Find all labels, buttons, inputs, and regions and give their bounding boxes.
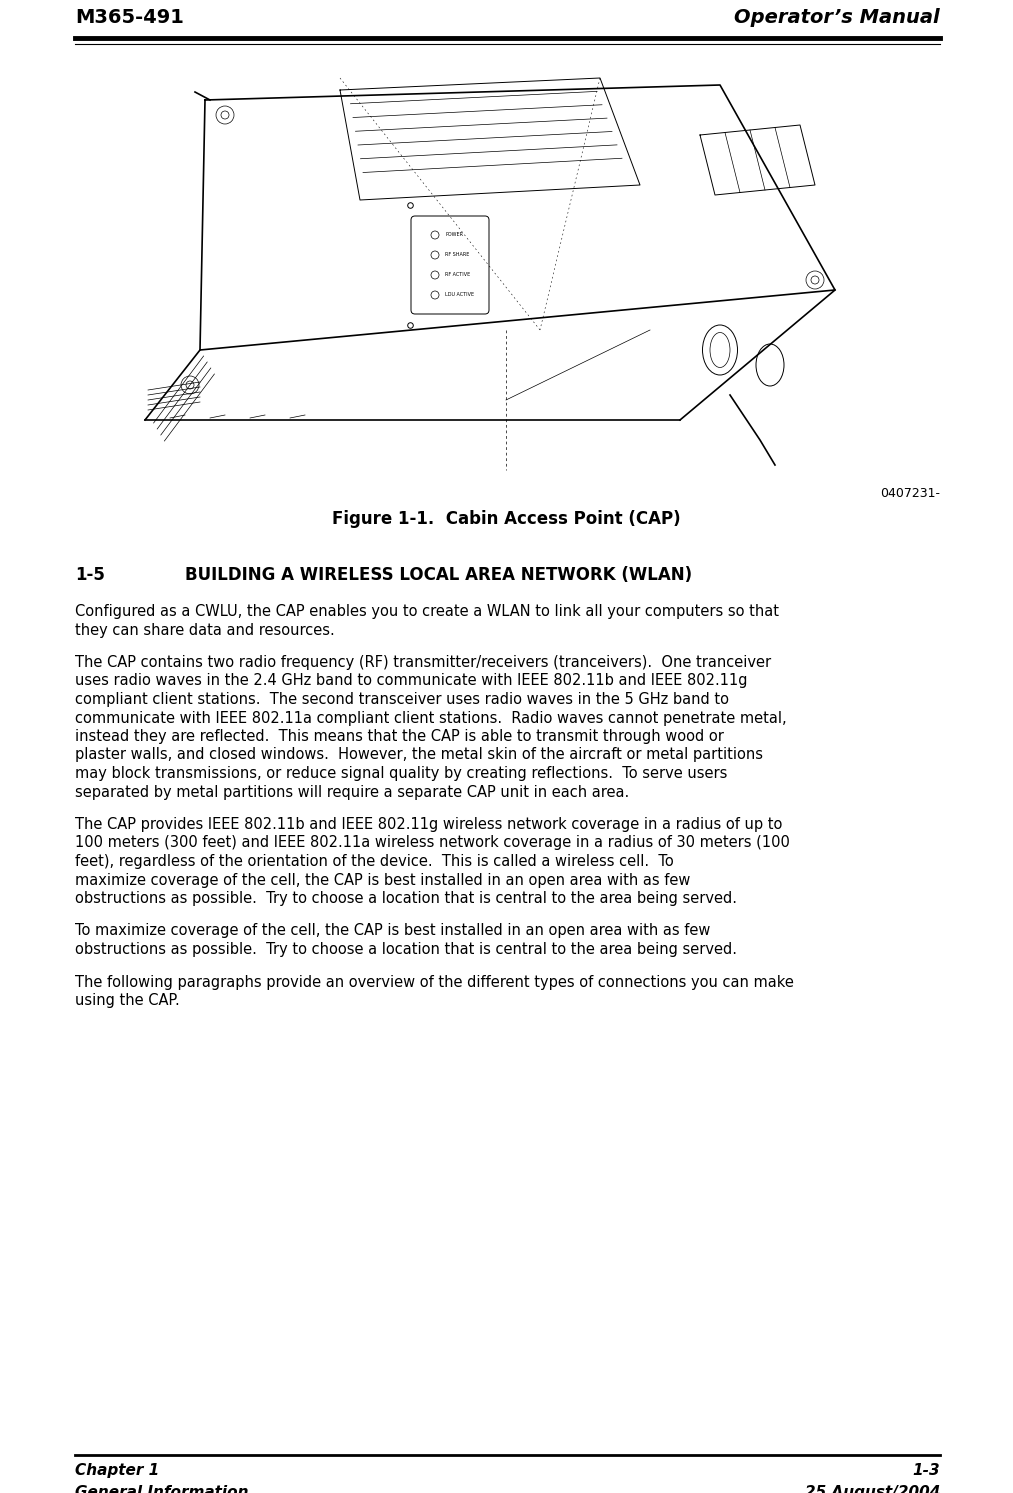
Text: maximize coverage of the cell, the CAP is best installed in an open area with as: maximize coverage of the cell, the CAP i… — [75, 872, 691, 887]
Text: they can share data and resources.: they can share data and resources. — [75, 623, 334, 638]
Text: RF ACTIVE: RF ACTIVE — [445, 273, 470, 278]
Text: uses radio waves in the 2.4 GHz band to communicate with IEEE 802.11b and IEEE 8: uses radio waves in the 2.4 GHz band to … — [75, 673, 748, 688]
Text: To maximize coverage of the cell, the CAP is best installed in an open area with: To maximize coverage of the cell, the CA… — [75, 924, 710, 939]
Text: may block transmissions, or reduce signal quality by creating reflections.  To s: may block transmissions, or reduce signa… — [75, 766, 727, 781]
Text: separated by metal partitions will require a separate CAP unit in each area.: separated by metal partitions will requi… — [75, 784, 629, 799]
Text: BUILDING A WIRELESS LOCAL AREA NETWORK (WLAN): BUILDING A WIRELESS LOCAL AREA NETWORK (… — [185, 566, 692, 584]
Text: Figure 1-1.  Cabin Access Point (CAP): Figure 1-1. Cabin Access Point (CAP) — [332, 511, 681, 529]
Text: 0407231-: 0407231- — [880, 487, 940, 500]
Text: RF SHARE: RF SHARE — [445, 252, 469, 257]
Text: using the CAP.: using the CAP. — [75, 993, 179, 1008]
Text: The CAP contains two radio frequency (RF) transmitter/receivers (tranceivers).  : The CAP contains two radio frequency (RF… — [75, 655, 771, 670]
Text: LDU ACTIVE: LDU ACTIVE — [445, 293, 474, 297]
Text: M365-491: M365-491 — [75, 7, 184, 27]
Text: plaster walls, and closed windows.  However, the metal skin of the aircraft or m: plaster walls, and closed windows. Howev… — [75, 748, 763, 763]
Text: Operator’s Manual: Operator’s Manual — [734, 7, 940, 27]
Text: 25 August/2004: 25 August/2004 — [804, 1486, 940, 1493]
Text: General Information: General Information — [75, 1486, 248, 1493]
Text: The following paragraphs provide an overview of the different types of connectio: The following paragraphs provide an over… — [75, 975, 794, 990]
Text: The CAP provides IEEE 802.11b and IEEE 802.11g wireless network coverage in a ra: The CAP provides IEEE 802.11b and IEEE 8… — [75, 817, 782, 832]
Text: Chapter 1: Chapter 1 — [75, 1463, 159, 1478]
Text: 100 meters (300 feet) and IEEE 802.11a wireless network coverage in a radius of : 100 meters (300 feet) and IEEE 802.11a w… — [75, 836, 790, 851]
Text: Configured as a CWLU, the CAP enables you to create a WLAN to link all your comp: Configured as a CWLU, the CAP enables yo… — [75, 605, 779, 620]
Text: obstructions as possible.  Try to choose a location that is central to the area : obstructions as possible. Try to choose … — [75, 942, 737, 957]
Text: 1-5: 1-5 — [75, 566, 105, 584]
Text: obstructions as possible.  Try to choose a location that is central to the area : obstructions as possible. Try to choose … — [75, 891, 737, 906]
Text: 1-3: 1-3 — [913, 1463, 940, 1478]
Text: compliant client stations.  The second transceiver uses radio waves in the 5 GHz: compliant client stations. The second tr… — [75, 691, 729, 708]
Text: POWER: POWER — [445, 233, 463, 237]
Text: communicate with IEEE 802.11a compliant client stations.  Radio waves cannot pen: communicate with IEEE 802.11a compliant … — [75, 711, 787, 726]
Text: feet), regardless of the orientation of the device.  This is called a wireless c: feet), regardless of the orientation of … — [75, 854, 674, 869]
Text: instead they are reflected.  This means that the CAP is able to transmit through: instead they are reflected. This means t… — [75, 729, 724, 744]
